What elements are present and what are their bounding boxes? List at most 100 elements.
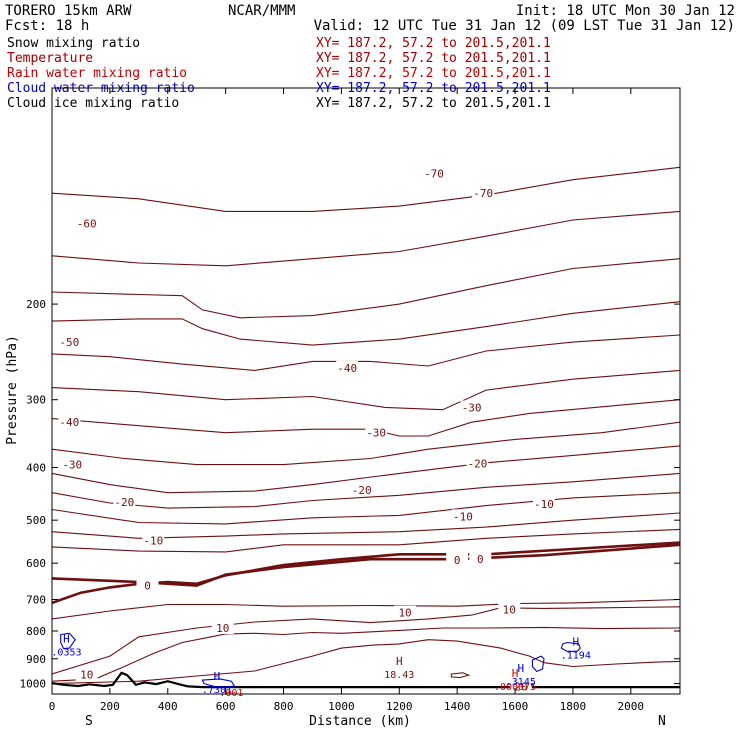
y-axis-label: Pressure (hPa) [5,335,20,445]
contour-label-22: -60 [77,217,97,230]
contour-label-6: -20 [467,457,487,470]
cloud-water-contour-0 [60,632,76,650]
temperature-contour-17 [52,626,680,682]
temperature-contour-10 [52,492,680,525]
y-tick-label-0: 200 [26,298,46,311]
y-tick-label-6: 800 [26,625,46,638]
header-fcst: Fcst: 18 h [5,18,89,34]
high-marker-3: H [518,662,525,675]
temperature-contour-15 [52,598,680,620]
legend-cloud-ice-label: Cloud ice mixing ratio [7,96,179,111]
contour-label-4: -30 [366,427,386,440]
high-value-2: .1194 [561,650,591,661]
high-marker-0: H [396,655,403,668]
high-value-3: .3145 [506,677,536,688]
high-marker-1: H [63,633,70,646]
x-tick-label-10: 2000 [618,700,645,713]
cloud-water-contour-3 [201,678,236,688]
x-tick-label-4: 800 [274,700,294,713]
legend-temperature-xy: XY= 187.2, 57.2 to 201.5,201.1 [316,51,551,66]
contour-label-bg-15 [394,605,417,619]
legend: Snow mixing ratio XY= 187.2, 57.2 to 201… [7,36,551,111]
contour-label-bg-21 [472,186,495,200]
contour-label-bg-9 [532,497,555,511]
contour-label-bg-14 [136,578,159,592]
contour-label-13: 0 [477,553,484,566]
y-tick-label-2: 400 [26,462,46,475]
contour-label-bg-13 [469,552,492,566]
contour-label-bg-2 [58,415,81,429]
high-marker-2: H [573,635,580,648]
contour-label-bg-12 [446,552,469,566]
contour-label-9: -10 [534,498,554,511]
contour-label-8: -20 [114,496,134,509]
header-model: TORERO 15km ARW [5,3,132,19]
temperature-contour-7 [52,421,680,466]
contour-label-12: 0 [454,554,461,567]
legend-temperature-label: Temperature [7,51,93,66]
legend-rain-xy: XY= 187.2, 57.2 to 201.5,201.1 [316,66,551,81]
contour-label-bg-17 [211,621,234,635]
x-tick-label-2: 400 [158,700,178,713]
high-value-0: 18.43 [384,670,414,681]
contour-label-11: -10 [143,534,163,547]
contour-label-bg-6 [466,456,489,470]
high-value-5: .7301 [202,685,232,696]
cloud-water-contour-2 [531,655,545,673]
contour-label-7: -20 [352,484,372,497]
contour-label-bg-1 [336,360,359,374]
high-marker-4: H [512,667,519,680]
x-tick-label-6: 1200 [386,700,413,713]
temperature-contour-16 [52,606,680,675]
contour-label-bg-10 [451,509,474,523]
contour-label-bg-7 [350,483,373,497]
high-value-1: .0353 [51,648,81,659]
contour-label-bg-5 [61,457,84,471]
temperature-contour-2 [52,258,680,319]
header-init: Init: 18 UTC Mon 30 Jan 12 [516,3,735,19]
contour-label-1: -40 [337,362,357,375]
contour-label-3: -30 [462,401,482,414]
x-tick-label-1: 200 [100,700,120,713]
contour-label-10: -10 [453,510,473,523]
temperature-contour-12 [52,528,680,553]
x-end-label-south: S [85,714,93,729]
contour-label-14: 0 [144,580,151,593]
contour-label-bg-22 [75,216,98,230]
contour-label-bg-18 [75,667,98,681]
contour-label-2: -40 [59,416,79,429]
temperature-contour-1 [52,210,680,267]
contour-label-bg-16 [498,602,521,616]
rain-contour-0 [450,672,471,679]
x-tick-label-8: 1600 [502,700,529,713]
legend-snow-label: Snow mixing ratio [7,36,140,51]
contour-label-16: 10 [503,603,516,616]
contour-label-bg-0 [58,335,81,349]
temperature-contour-3 [52,301,680,346]
contour-label-15: 10 [398,607,411,620]
x-tick-label-3: 600 [216,700,236,713]
contour-label-19: 20 [514,680,527,693]
plot-labels: -50 -40 -40 -30 -30 -30 -20 -20 -20 -10 -10 -10 0 0 0 1… [51,166,591,699]
axes: 0 200 400 600 800 1000 1200 1400 1600 1800 2000200… [20,88,680,713]
contour-label-bg-3 [460,400,483,414]
contour-label-0: -50 [59,336,79,349]
contour-label-bg-11 [142,533,165,547]
contour-label-18: 10 [80,668,93,681]
terrain-line [52,671,680,689]
legend-cloud-ice-xy: XY= 187.2, 57.2 to 201.5,201.1 [316,96,551,111]
temperature-contour-4 [52,334,680,371]
contour-label-17: 10 [216,622,229,635]
high-marker-5: H [214,670,221,683]
y-tick-label-7: 900 [26,653,46,666]
high-value-4: .000075 [494,682,536,693]
y-tick-label-8: 1000 [20,678,47,691]
y-tick-label-1: 300 [26,394,46,407]
x-tick-label-5: 1000 [328,700,355,713]
y-tick-label-3: 500 [26,514,46,527]
plot-frame [51,87,681,695]
legend-rain-label: Rain water mixing ratio [7,66,187,81]
temperature-contour-18 [52,639,680,685]
temperature-contour-0 [52,166,680,212]
